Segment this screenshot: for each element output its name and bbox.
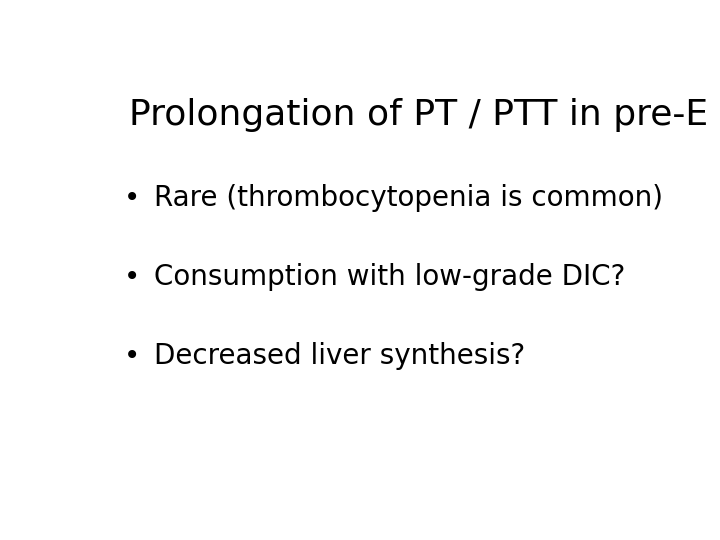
Text: •: •: [124, 263, 140, 291]
Text: Rare (thrombocytopenia is common): Rare (thrombocytopenia is common): [154, 184, 663, 212]
Text: •: •: [124, 342, 140, 370]
Text: Decreased liver synthesis?: Decreased liver synthesis?: [154, 342, 526, 370]
Text: Prolongation of PT / PTT in pre-E: Prolongation of PT / PTT in pre-E: [129, 98, 708, 132]
Text: Consumption with low-grade DIC?: Consumption with low-grade DIC?: [154, 263, 626, 291]
Text: •: •: [124, 184, 140, 212]
